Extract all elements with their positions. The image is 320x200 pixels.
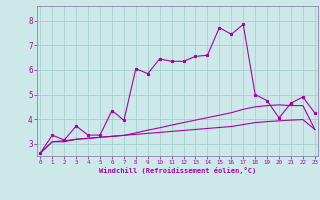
X-axis label: Windchill (Refroidissement éolien,°C): Windchill (Refroidissement éolien,°C) (99, 167, 256, 174)
